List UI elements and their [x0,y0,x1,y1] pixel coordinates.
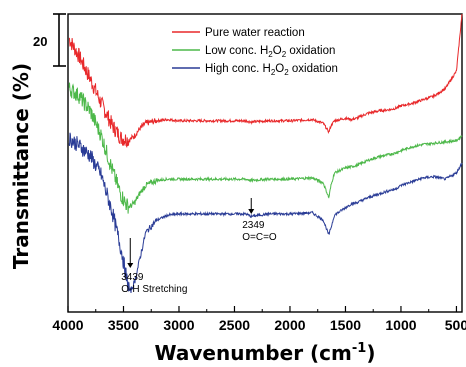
series-line-1 [68,13,463,148]
legend-label-2: Low conc. H2O2 oxidation [205,45,335,59]
x-tick-label-2000: 2000 [274,317,305,333]
x-tick-label-1500: 1500 [330,317,361,333]
legend: Pure water reaction Low conc. H2O2 oxidat… [172,27,338,77]
x-axis-ticks: 4000 3500 3000 2500 2000 1500 1000 500 [52,306,466,333]
scale-bar: 20 [33,13,66,67]
annotation-arrowhead-2 [248,209,255,214]
plot-frame [67,13,463,313]
annotation-text-2-1: 2349 [242,220,265,231]
x-tick-label-3000: 3000 [163,317,194,333]
x-axis-title-main: Wavenumber (cm [155,341,352,365]
x-axis-title-close: ) [366,341,375,365]
annotation-arrowhead-1 [127,263,134,268]
series-line-3 [68,132,463,293]
x-axis-title-sup: -1 [352,341,366,356]
series-line-2 [68,82,463,214]
x-tick-label-2500: 2500 [219,317,250,333]
legend-label-1: Pure water reaction [205,27,305,39]
series-layer [68,13,463,293]
annotation-text-1-2: O-H Stretching [121,284,187,295]
x-tick-label-500: 500 [445,317,466,333]
x-tick-label-3500: 3500 [108,317,139,333]
legend-label-3: High conc. H2O2 oxidation [205,63,338,77]
x-tick-label-4000: 4000 [52,317,83,333]
annotation-text-1-1: 3439 [121,272,144,283]
x-tick-label-1000: 1000 [385,317,416,333]
y-axis-title: Transmittance (%) [9,63,33,269]
annotation-text-2-2: O=C=O [242,232,277,243]
x-axis-title: Wavenumber (cm-1) [155,341,376,365]
scale-bar-label: 20 [33,34,47,49]
